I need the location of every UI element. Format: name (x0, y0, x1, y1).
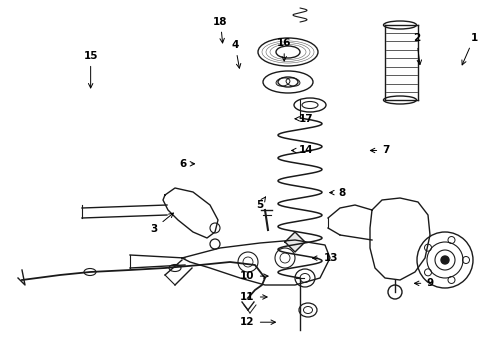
Text: 9: 9 (415, 278, 434, 288)
Text: 8: 8 (330, 188, 345, 198)
Text: 11: 11 (240, 292, 267, 302)
Circle shape (441, 256, 449, 264)
Text: 10: 10 (240, 271, 268, 281)
Text: 4: 4 (231, 40, 241, 68)
Text: 18: 18 (213, 17, 228, 43)
Text: 7: 7 (370, 145, 390, 156)
Text: 13: 13 (313, 253, 338, 263)
Text: 12: 12 (240, 317, 275, 327)
Text: 6: 6 (179, 159, 195, 169)
Text: 15: 15 (83, 51, 98, 88)
Text: 5: 5 (256, 197, 266, 210)
Text: 14: 14 (292, 145, 314, 156)
Text: 2: 2 (413, 33, 421, 64)
Text: 1: 1 (462, 33, 478, 65)
Polygon shape (285, 232, 305, 252)
Text: 17: 17 (295, 114, 314, 124)
Text: 3: 3 (151, 213, 173, 234)
Text: 16: 16 (277, 38, 292, 61)
